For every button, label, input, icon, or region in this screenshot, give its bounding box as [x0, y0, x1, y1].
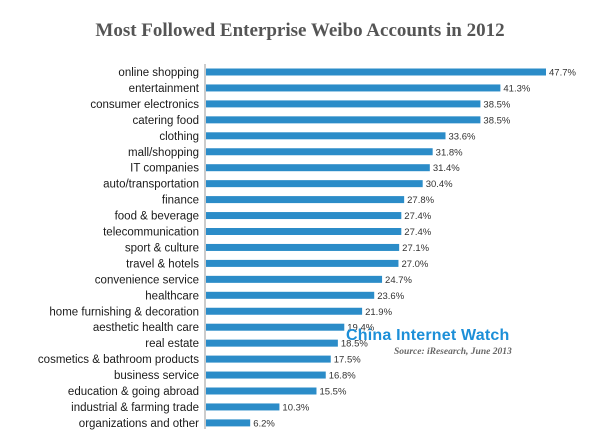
category-label: clothing [159, 131, 199, 143]
category-label: travel & hotels [126, 258, 199, 270]
bar [206, 275, 383, 283]
category-label: mall/shopping [128, 147, 199, 159]
bar [206, 403, 280, 411]
bar [206, 259, 399, 267]
source-note: Source: iResearch, June 2013 [394, 347, 512, 357]
value-label: 27.1% [402, 243, 429, 254]
value-label: 23.6% [377, 291, 404, 302]
bar [206, 243, 400, 251]
category-label: consumer electronics [90, 99, 199, 111]
brand-name: China Internet Watch [346, 327, 510, 344]
category-label: real estate [145, 338, 199, 350]
category-label: entertainment [129, 83, 200, 95]
category-label: business service [114, 370, 199, 382]
value-label: 24.7% [385, 275, 412, 286]
bar [206, 196, 405, 204]
value-label: 41.3% [503, 83, 530, 94]
category-label: industrial & farming trade [71, 402, 199, 414]
bar [206, 116, 481, 124]
bar [206, 68, 546, 76]
bar [206, 323, 345, 331]
bar [206, 371, 326, 379]
bar [206, 291, 375, 299]
category-label: online shopping [118, 67, 199, 79]
bar [206, 164, 430, 172]
category-label: finance [162, 195, 199, 207]
category-label: organizations and other [79, 418, 199, 430]
bar [206, 339, 338, 347]
value-label: 16.8% [329, 371, 356, 382]
bar [206, 180, 423, 188]
category-label: auto/transportation [103, 179, 199, 191]
bars-group: online shopping 47.7% entertainment 41.3% co… [38, 67, 577, 430]
category-label: convenience service [95, 274, 199, 286]
bar [206, 84, 501, 92]
category-label: catering food [133, 115, 200, 127]
bar [206, 355, 331, 363]
bar [206, 307, 363, 315]
value-label: 38.5% [483, 115, 510, 126]
value-label: 27.8% [407, 195, 434, 206]
value-label: 19.4% [347, 323, 374, 334]
category-label: telecommunication [103, 227, 199, 239]
value-label: 6.2% [253, 418, 275, 429]
category-label: home furnishing & decoration [49, 306, 199, 318]
watermark: China Internet Watch Source: iResearch, … [346, 327, 512, 357]
value-label: 21.9% [365, 307, 392, 318]
chart-title: Most Followed Enterprise Weibo Accounts … [95, 20, 505, 41]
category-label: cosmetics & bathroom products [38, 354, 199, 366]
category-label: food & beverage [115, 211, 199, 223]
value-label: 33.6% [448, 131, 475, 142]
bar [206, 212, 402, 220]
value-label: 47.7% [549, 68, 576, 79]
value-label: 18.5% [341, 339, 368, 350]
value-label: 38.5% [483, 99, 510, 110]
bar [206, 387, 317, 395]
category-label: healthcare [145, 290, 199, 302]
value-label: 30.4% [426, 179, 453, 190]
category-label: aesthetic health care [93, 322, 199, 334]
value-label: 31.8% [436, 147, 463, 158]
value-label: 10.3% [282, 402, 309, 413]
value-label: 27.4% [404, 211, 431, 222]
bar [206, 100, 481, 108]
value-label: 27.4% [404, 227, 431, 238]
value-label: 17.5% [334, 355, 361, 366]
category-label: sport & culture [125, 242, 199, 254]
bar [206, 419, 251, 427]
value-label: 31.4% [433, 163, 460, 174]
category-label: IT companies [130, 163, 199, 175]
bar [206, 228, 402, 235]
value-label: 27.0% [401, 259, 428, 270]
category-label: education & going abroad [68, 386, 199, 398]
value-label: 15.5% [319, 387, 346, 398]
bar [206, 148, 433, 156]
bar [206, 132, 446, 140]
